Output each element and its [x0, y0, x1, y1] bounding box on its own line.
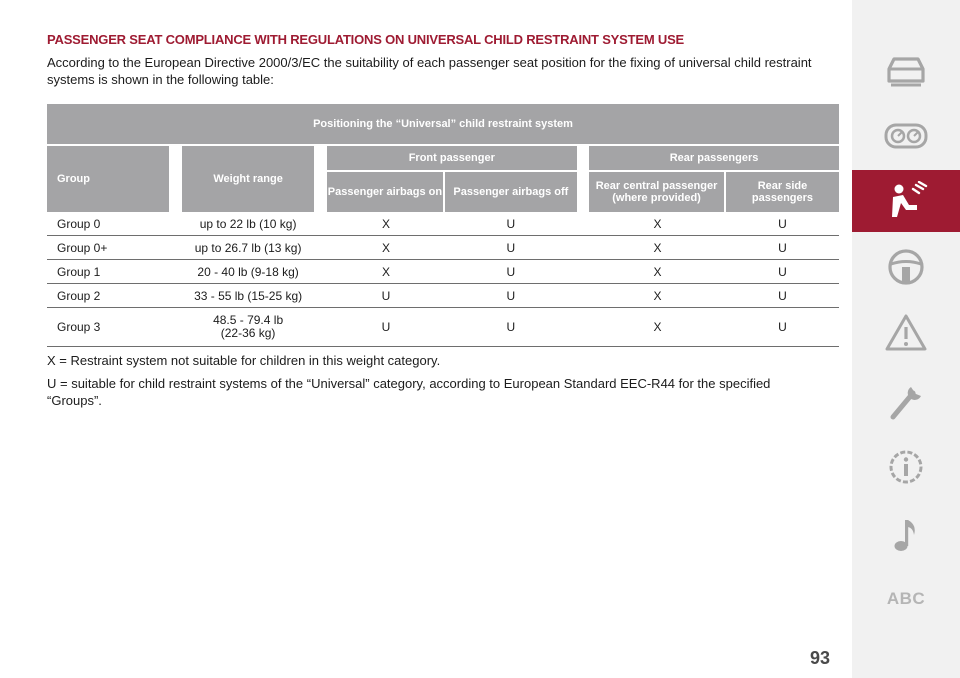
cell-rear-central: X — [589, 212, 726, 236]
cell-rear-central: X — [589, 260, 726, 284]
cell-rear-side: U — [725, 284, 839, 308]
manual-page: PASSENGER SEAT COMPLIANCE WITH REGULATIO… — [47, 32, 839, 668]
header-gap — [314, 146, 327, 212]
cell-airbags-off: U — [445, 308, 577, 347]
table-row: Group 2 33 - 55 lb (15-25 kg) U U X U — [47, 284, 839, 308]
cell-rear-central: X — [589, 308, 726, 347]
cell-airbags-off: U — [445, 236, 577, 260]
table-row: Group 3 48.5 - 79.4 lb (22-36 kg) U U X … — [47, 308, 839, 347]
cell-airbags-off: U — [445, 212, 577, 236]
cell-weight: up to 26.7 lb (13 kg) — [181, 236, 315, 260]
cell-weight: 48.5 - 79.4 lb (22-36 kg) — [181, 308, 315, 347]
col-header-airbags-on: Passenger airbags on — [326, 172, 446, 212]
col-header-rear-central: Rear central passenger (where provided) — [589, 172, 726, 212]
sidebar-item-emergency[interactable] — [852, 372, 960, 430]
cell-rear-central: X — [589, 284, 726, 308]
note-x: X = Restraint system not suitable for ch… — [47, 353, 441, 368]
legend-notes: X = Restraint system not suitable for ch… — [47, 352, 827, 415]
chapter-sidebar: ABC — [852, 0, 960, 678]
cell-rear-central: X — [589, 236, 726, 260]
note-u: U = suitable for child restraint systems… — [47, 376, 771, 408]
cell-rear-side: U — [725, 236, 839, 260]
page-number: 93 — [810, 648, 831, 668]
cell-rear-side: U — [725, 308, 839, 347]
cell-airbags-off: U — [445, 284, 577, 308]
cell-airbags-on: U — [326, 308, 446, 347]
cell-airbags-on: X — [326, 236, 446, 260]
header-gap — [576, 146, 590, 212]
table-row: Group 0 up to 22 lb (10 kg) X U X U — [47, 212, 839, 236]
intro-paragraph: According to the European Directive 2000… — [47, 55, 812, 87]
col-header-rear-side: Rear side passengers — [725, 172, 839, 212]
safety-seatbelt-icon — [892, 181, 928, 217]
music-note-icon — [894, 520, 915, 551]
compliance-table: Positioning the “Universal” child restra… — [47, 104, 839, 347]
dashboard-icon — [884, 123, 928, 149]
cell-weight: up to 22 lb (10 kg) — [181, 212, 315, 236]
cell-group: Group 1 — [47, 260, 170, 284]
cell-airbags-off: U — [445, 260, 577, 284]
col-header-group: Group — [47, 146, 170, 212]
cell-weight-line1: 48.5 - 79.4 lb — [213, 313, 284, 327]
section-title: PASSENGER SEAT COMPLIANCE WITH REGULATIO… — [47, 32, 685, 47]
table-main-header: Positioning the “Universal” child restra… — [47, 104, 839, 146]
sidebar-item-servicing[interactable] — [852, 438, 960, 496]
cell-weight: 33 - 55 lb (15-25 kg) — [181, 284, 315, 308]
table-row: Group 0+ up to 26.7 lb (13 kg) X U X U — [47, 236, 839, 260]
warning-icon — [885, 314, 927, 351]
header-gap — [169, 146, 182, 212]
sidebar-item-car[interactable] — [852, 42, 960, 100]
sidebar-item-dashboard[interactable] — [852, 106, 960, 164]
cell-airbags-on: X — [326, 260, 446, 284]
steering-wheel-icon — [888, 249, 924, 285]
cell-group: Group 0 — [47, 212, 170, 236]
cell-weight: 20 - 40 lb (9-18 kg) — [181, 260, 315, 284]
abc-label: ABC — [886, 589, 926, 608]
cell-airbags-on: X — [326, 212, 446, 236]
cell-group: Group 0+ — [47, 236, 170, 260]
table-row: Group 1 20 - 40 lb (9-18 kg) X U X U — [47, 260, 839, 284]
cell-rear-side: U — [725, 260, 839, 284]
sidebar-item-starting-driving[interactable] — [852, 238, 960, 296]
wrench-icon — [890, 387, 921, 420]
cell-rear-side: U — [725, 212, 839, 236]
cell-weight-line2: (22-36 kg) — [220, 326, 276, 340]
sidebar-item-safety[interactable] — [852, 170, 960, 232]
cell-group: Group 2 — [47, 284, 170, 308]
sidebar-item-multimedia[interactable] — [852, 506, 960, 564]
col-header-weight: Weight range — [181, 146, 315, 212]
col-header-airbags-off: Passenger airbags off — [445, 172, 577, 212]
cell-airbags-on: U — [326, 284, 446, 308]
car-icon — [887, 57, 925, 87]
sidebar-item-warning-lights[interactable] — [852, 304, 960, 362]
sidebar-item-index[interactable]: ABC — [852, 570, 960, 628]
col-header-front: Front passenger — [326, 146, 577, 172]
col-header-rear: Rear passengers — [589, 146, 839, 172]
cell-group: Group 3 — [47, 308, 170, 347]
info-gear-icon — [889, 450, 923, 484]
